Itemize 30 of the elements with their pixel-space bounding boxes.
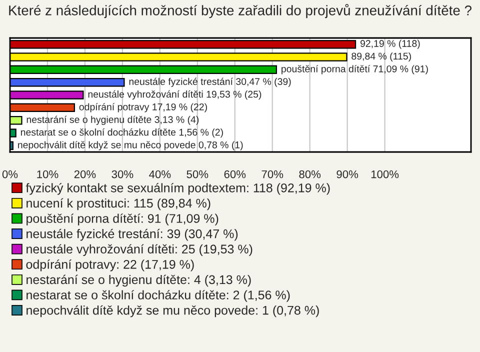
x-tick-label: 100% [371, 170, 399, 178]
legend-label: nucení k prostituci: 115 (89,84 %) [26, 198, 210, 210]
data-label: neustále fyzické trestání 30,47 % (39) [129, 78, 291, 87]
x-tick-label: 50% [186, 170, 208, 178]
data-label: nestarat se o školní docházku dítěte 1,56 % (2) [20, 128, 223, 138]
x-tick-label: 70% [262, 170, 284, 178]
legend-label: odpírání potravy: 22 (17,19 %) [26, 259, 194, 272]
x-tick-label: 30% [112, 170, 134, 178]
legend-label: neustále vyhrožování dítěti: 25 (19,53 %) [26, 244, 252, 256]
data-label: 89,84 % (115) [352, 52, 411, 62]
legend-label: nestarání se o hygienu dítěte: 4 (3,13 %) [26, 274, 251, 287]
x-tick-label: 10% [37, 170, 58, 178]
x-tick-label: 0% [2, 170, 18, 178]
chart-title: Které z následujících možností byste zařadili do projevů zneužívání dítěte ? [9, 4, 472, 18]
data-label: neustále vyhrožování dítěti 19,53 % (25) [88, 90, 262, 100]
x-tick-label: 20% [74, 170, 96, 178]
data-label: pouštění porna dítětí 71,09 % (91) [282, 65, 428, 74]
x-tick-label: 80% [299, 170, 321, 178]
data-label: 92,19 % (118) [360, 40, 420, 49]
legend-label: nestarat se o školní docházku dítěte: 2 (1,56 %) [26, 290, 290, 302]
legend-label: fyzický kontakt se sexuálním podtextem: 118 (92,19 %) [26, 183, 330, 195]
data-label: odpírání potravy 17,19 % (22) [79, 103, 207, 112]
x-tick-label: 40% [149, 170, 171, 178]
x-tick-label: 90% [336, 170, 358, 178]
data-label: nestarání se o hygienu dítěte 3,13 % (4) [26, 116, 199, 125]
legend-label: pouštění porna dítětí: 91 (71,09 %) [26, 214, 218, 226]
x-tick-label: 60% [224, 170, 246, 178]
data-label: nepochválit dítě když se mu něco povede 0,78 % (1) [18, 141, 243, 150]
legend-label: nepochválit dítě když se mu něco povede: 1 (0,78 %) [26, 305, 319, 318]
legend-label: neustále fyzické trestání: 39 (30,47 %) [26, 228, 238, 241]
